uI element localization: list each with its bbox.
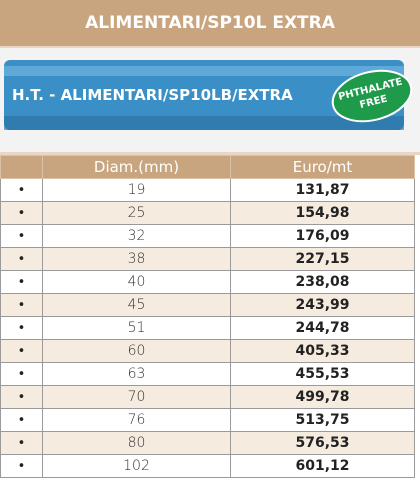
cell: • xyxy=(1,225,43,248)
cell: 576,53 xyxy=(231,432,415,455)
hose-text: H.T. - ALIMENTARI/SP10LB/EXTRA xyxy=(12,86,293,104)
page: ALIMENTARI/SP10L EXTRA H.T. - ALIMENTARI… xyxy=(0,0,420,489)
cell: 238,08 xyxy=(231,271,415,294)
cell: 405,33 xyxy=(231,340,415,363)
cell: 227,15 xyxy=(231,248,415,271)
cell: 70 xyxy=(43,386,231,409)
header-cell: Diam.(mm) xyxy=(43,156,231,179)
cell: 131,87 xyxy=(231,179,415,202)
cell: • xyxy=(1,409,43,432)
title: ALIMENTARI/SP10L EXTRA xyxy=(0,0,420,46)
cell: 102 xyxy=(43,455,231,478)
cell: 51 xyxy=(43,317,231,340)
cell: 32 xyxy=(43,225,231,248)
cell: 154,98 xyxy=(231,202,415,225)
cell: 80 xyxy=(43,432,231,455)
cell: 45 xyxy=(43,294,231,317)
header-cell xyxy=(1,156,43,179)
cell: • xyxy=(1,202,43,225)
cell: 60 xyxy=(43,340,231,363)
hose-highlight xyxy=(4,66,404,76)
cell: 40 xyxy=(43,271,231,294)
cell: 513,75 xyxy=(231,409,415,432)
cell: • xyxy=(1,317,43,340)
header-row: Diam.(mm) Euro/mt xyxy=(1,156,415,179)
cell: 499,78 xyxy=(231,386,415,409)
cell: 76 xyxy=(43,409,231,432)
cell: 176,09 xyxy=(231,225,415,248)
cell: • xyxy=(1,386,43,409)
cell: 63 xyxy=(43,363,231,386)
cell: • xyxy=(1,248,43,271)
cell: • xyxy=(1,363,43,386)
cell: 19 xyxy=(43,179,231,202)
banner: H.T. - ALIMENTARI/SP10LB/EXTRA PHTHALATE… xyxy=(0,46,420,155)
cell: • xyxy=(1,455,43,478)
hose-image: H.T. - ALIMENTARI/SP10LB/EXTRA PHTHALATE… xyxy=(0,46,420,155)
cell: 243,99 xyxy=(231,294,415,317)
cell: • xyxy=(1,340,43,363)
cell: • xyxy=(1,271,43,294)
cell: 38 xyxy=(43,248,231,271)
cell: • xyxy=(1,294,43,317)
cell: 601,12 xyxy=(231,455,415,478)
cell: 25 xyxy=(43,202,231,225)
cell: • xyxy=(1,432,43,455)
header-cell: Euro/mt xyxy=(231,156,415,179)
cell: • xyxy=(1,179,43,202)
cell: 244,78 xyxy=(231,317,415,340)
cell: 455,53 xyxy=(231,363,415,386)
